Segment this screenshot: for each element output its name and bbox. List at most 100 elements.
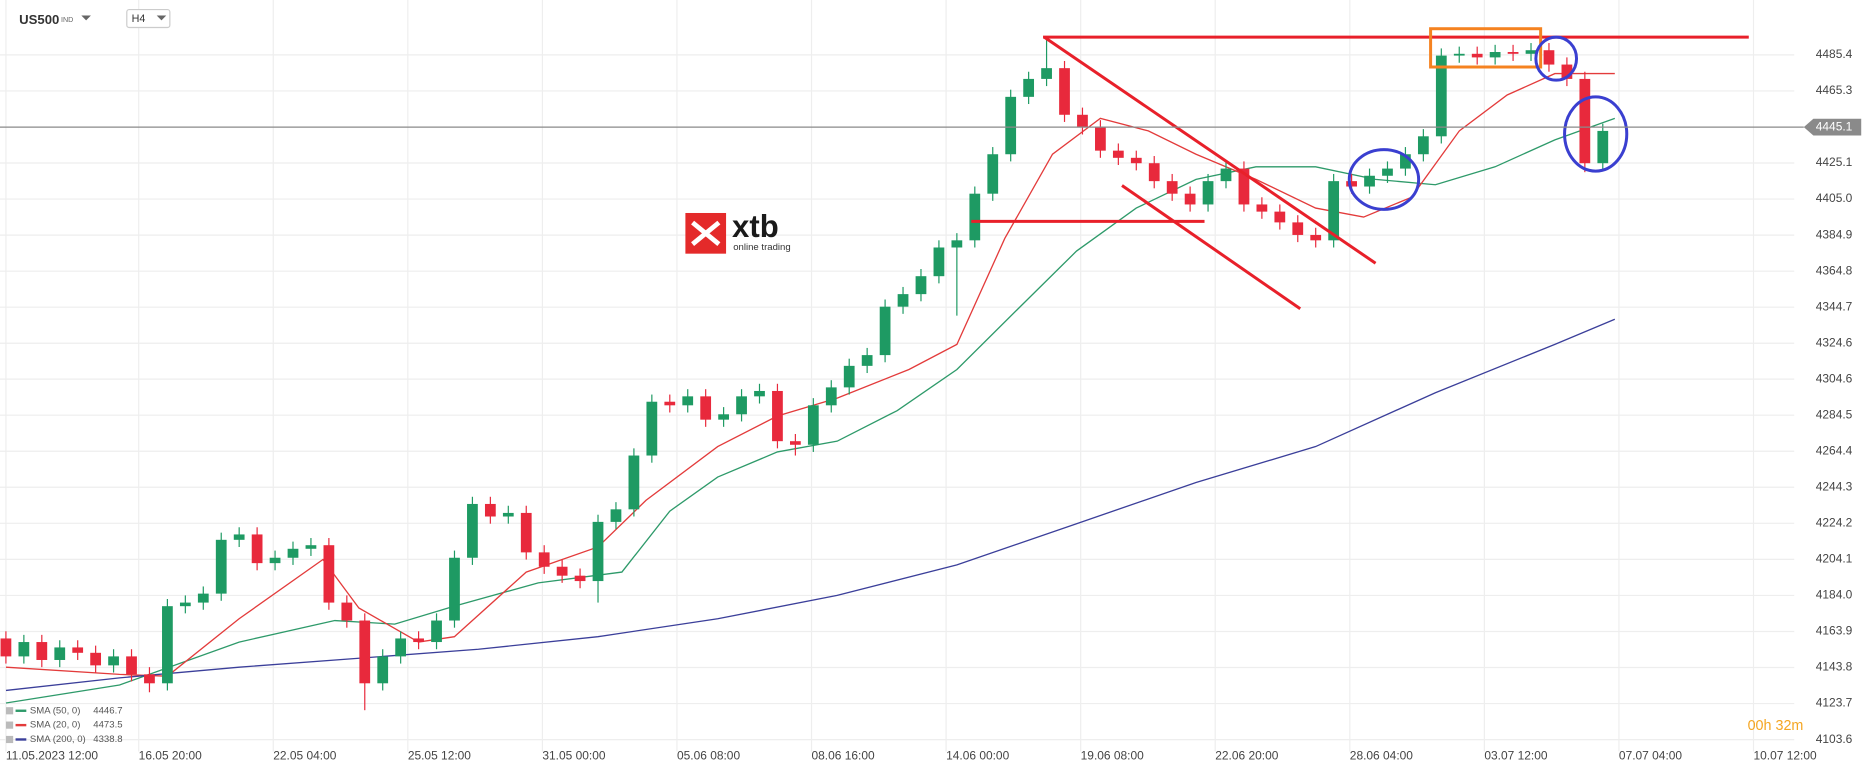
y-tick-label: 4485.4: [1816, 47, 1853, 61]
candle-body: [861, 355, 873, 366]
logo: xtb online trading: [685, 209, 791, 254]
candle-body: [789, 441, 801, 445]
timeframe-dropdown[interactable]: [156, 15, 167, 21]
highlight-circle: [1563, 95, 1629, 173]
x-tick-label: 05.06 08:00: [677, 748, 740, 762]
candle-body: [1579, 78, 1591, 164]
y-tick-label: 4264.4: [1816, 443, 1853, 457]
legend-name: SMA (20, 0): [30, 720, 80, 731]
y-tick-label: 4405.0: [1816, 191, 1853, 205]
candle-body: [843, 365, 855, 388]
legend-name: SMA (50, 0): [30, 705, 80, 716]
annotations: [971, 27, 1749, 310]
y-tick-label: 4425.1: [1816, 155, 1853, 169]
candle-body: [879, 306, 891, 356]
y-tick-label: 4364.8: [1816, 263, 1853, 277]
y-tick-label: 4384.9: [1816, 227, 1853, 241]
candle-body: [269, 557, 281, 564]
candle-body: [1166, 181, 1178, 194]
axes: 4103.6 4123.7 4143.8 4163.9 4184.0 4204.1 4224…: [0, 47, 1862, 762]
candle-body: [1256, 204, 1268, 212]
candle-body: [610, 509, 622, 522]
x-tick-label: 11.05.2023 12:00: [6, 748, 99, 762]
legend-icon: [5, 707, 14, 715]
x-tick-label: 08.06 16:00: [812, 748, 875, 762]
candle-body: [718, 414, 729, 420]
symbol[interactable]: US500: [19, 12, 59, 27]
candle-body: [413, 638, 424, 643]
candle-body: [1130, 157, 1142, 164]
y-tick-label: 4284.5: [1816, 407, 1853, 421]
candle-body: [1525, 50, 1537, 54]
legend-icon: [5, 735, 14, 744]
candle-body: [162, 606, 173, 684]
candle-body: [520, 512, 532, 553]
candle-body: [1382, 168, 1393, 176]
candle-body: [179, 602, 191, 607]
candle-body: [574, 575, 586, 582]
candle-body: [538, 552, 550, 567]
sma-line: [5, 117, 1616, 704]
candle-body: [1292, 222, 1304, 235]
candle-body: [1597, 130, 1609, 164]
x-tick-label: 25.05 12:00: [408, 748, 471, 762]
candle-body: [108, 656, 119, 666]
candle-body: [1471, 53, 1483, 58]
candle-body: [1328, 181, 1340, 241]
last-price-tag: [1803, 118, 1862, 136]
symbol-dropdown[interactable]: [81, 15, 91, 21]
candle-body: [1417, 136, 1429, 155]
y-tick-label: 4184.0: [1816, 588, 1853, 602]
candle-body: [449, 557, 460, 621]
candle-body: [323, 545, 335, 603]
highlight-circle: [1347, 148, 1421, 211]
candle-body: [305, 545, 317, 549]
y-tick-label: 4465.3: [1816, 83, 1853, 97]
candle-body: [1346, 181, 1357, 187]
candle-body: [1310, 234, 1322, 241]
x-tick-label: 28.06 04:00: [1350, 748, 1413, 762]
candle-body: [1112, 150, 1124, 158]
legend-name: SMA (200, 0): [30, 734, 86, 745]
candle-body: [628, 455, 640, 510]
candle-body: [1023, 78, 1035, 97]
candle-body: [1184, 193, 1196, 205]
candle-body: [700, 396, 712, 420]
candle-body: [807, 405, 819, 445]
last-price-label: 4445.1: [1816, 119, 1853, 133]
countdown: 00h 32m: [1748, 718, 1804, 734]
candle-body: [1435, 55, 1447, 137]
candle-body: [90, 652, 102, 666]
candle-body: [664, 401, 676, 406]
candle-body: [682, 396, 694, 406]
y-tick-label: 4123.7: [1816, 696, 1853, 710]
y-tick-label: 4244.3: [1816, 479, 1853, 493]
candle-body: [1059, 68, 1070, 115]
highlight-circle: [1534, 35, 1579, 82]
x-tick-label: 16.05 20:00: [139, 748, 202, 762]
candle-body: [1561, 64, 1573, 79]
timeframe[interactable]: H4: [132, 13, 146, 25]
candle-body: [395, 638, 407, 657]
timeframe-box[interactable]: [126, 8, 171, 29]
y-tick-label: 4163.9: [1816, 624, 1853, 638]
x-tick-label: 22.05 04:00: [273, 748, 336, 762]
y-tick-label: 4204.1: [1816, 552, 1853, 566]
candle-body: [1453, 53, 1465, 56]
candle-body: [1238, 168, 1250, 205]
y-tick-label: 4224.2: [1816, 515, 1853, 529]
candle-body: [1095, 127, 1106, 151]
candle-body: [1489, 52, 1501, 58]
legend-value: 4446.7: [93, 705, 122, 716]
y-tick-label: 4304.6: [1816, 371, 1853, 385]
x-tick-label: 10.07 12:00: [1754, 748, 1817, 762]
candle-body: [431, 620, 442, 643]
sma-line: [5, 318, 1616, 692]
candles: [0, 37, 1609, 711]
legend: SMA (50, 0) 4446.7 SMA (20, 0) 4473.5 SMA (2…: [5, 705, 123, 745]
candle-body: [933, 247, 945, 277]
candle-body: [736, 396, 747, 415]
x-tick-label: 14.06 00:00: [946, 748, 1009, 762]
y-tick-label: 4103.6: [1816, 732, 1853, 746]
